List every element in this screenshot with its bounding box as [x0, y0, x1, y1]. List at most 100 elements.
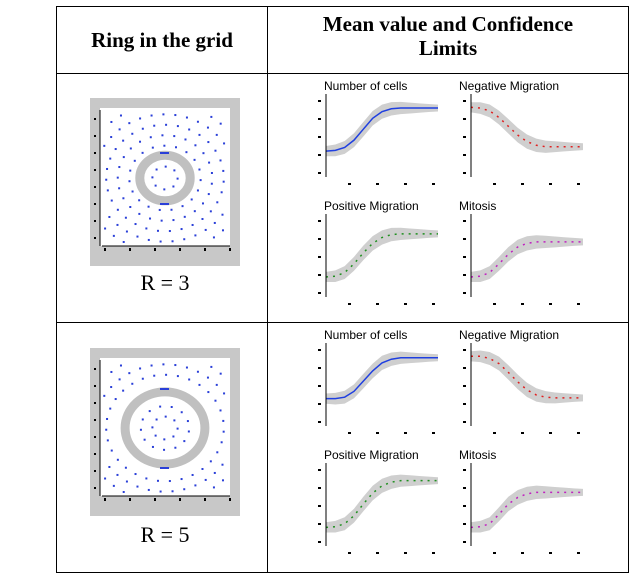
cell-dot [141, 418, 144, 421]
grid-y-tick [94, 169, 96, 171]
cell-dot [162, 113, 165, 116]
cell-dot [168, 480, 171, 483]
chart-negative-migration: Negative Migration [459, 328, 583, 434]
cell-dot [160, 219, 163, 222]
cell-dot [164, 415, 167, 418]
cell-dot [149, 217, 152, 220]
cell-dot [221, 463, 224, 466]
cell-dot [215, 383, 218, 386]
cell-dot [213, 471, 216, 474]
chart-y-tick [318, 349, 321, 351]
cell-dot [151, 445, 154, 448]
confidence-band [326, 101, 438, 157]
chart-x-tick [521, 432, 524, 434]
chart-y-tick [318, 469, 321, 471]
cell-dot [201, 202, 204, 205]
cell-dot [151, 146, 154, 149]
cell-dot [141, 151, 144, 154]
cell-dot [151, 426, 154, 429]
cell-dot [104, 477, 107, 480]
cell-dot [150, 364, 153, 367]
cell-dot [163, 188, 166, 191]
cell-dot [191, 473, 194, 476]
cell-dot [116, 458, 119, 461]
cell-dot [158, 208, 161, 211]
grid-y-tick [94, 152, 96, 154]
chart-x-tick [521, 183, 524, 185]
cell-dot [129, 206, 132, 209]
cell-dot [183, 238, 186, 241]
cell-dot [221, 213, 224, 216]
cell-dot [110, 136, 113, 139]
cell-dot [139, 428, 142, 431]
cell-dot [138, 212, 141, 215]
cell-dot [160, 203, 169, 205]
cell-dot [194, 144, 197, 147]
chart-y-tick [318, 292, 321, 294]
chart-x-tick [404, 183, 407, 185]
cell-dot [214, 399, 217, 402]
grid-x-tick [204, 498, 206, 501]
column-divider [267, 6, 268, 573]
cell-dot [174, 446, 177, 449]
chart-x-tick [432, 552, 435, 554]
table-border-bottom [56, 572, 629, 573]
chart-y-tick [318, 487, 321, 489]
cell-dot [138, 199, 141, 202]
cell-dot [172, 435, 175, 438]
cell-dot [163, 144, 166, 147]
mean-line [471, 355, 583, 399]
chart-y-tick [463, 541, 466, 543]
table-border-right [628, 6, 629, 573]
cell-dot [207, 391, 210, 394]
cell-dot [103, 144, 106, 147]
grid-y-tick [94, 470, 96, 472]
cell-dot [183, 215, 186, 218]
cell-dot [206, 376, 209, 379]
cell-dot [198, 168, 201, 171]
cell-dot [153, 124, 156, 127]
grid-x-tick [229, 498, 231, 501]
chart-y-tick [463, 403, 466, 405]
cell-dot [119, 114, 122, 117]
header-mean-value-line1: Mean value and Confidence [322, 12, 574, 36]
cell-dot [134, 473, 137, 476]
cell-dot [112, 484, 115, 487]
mean-line [470, 106, 583, 148]
cell-dot [171, 490, 174, 493]
cell-dot [139, 117, 142, 120]
chart-y-tick [463, 172, 466, 174]
cell-dot [165, 123, 168, 126]
cell-dot [155, 168, 158, 171]
chart-x-tick [549, 552, 552, 554]
confidence-band [471, 485, 583, 533]
cell-dot [160, 152, 169, 154]
cell-dot [124, 466, 127, 469]
grid-y-tick [94, 487, 96, 489]
chart-y-tick [463, 505, 466, 507]
chart-y-tick [463, 154, 466, 156]
cell-dot [201, 217, 204, 220]
grid-y-tick [94, 436, 96, 438]
chart-x-tick [348, 432, 351, 434]
row-divider [56, 322, 629, 323]
cell-dot [171, 240, 174, 243]
chart-number-of-cells: Number of cells [318, 328, 438, 434]
cell-dot [106, 417, 109, 420]
chart-y-tick [318, 385, 321, 387]
grid-y-tick [94, 237, 96, 239]
cell-dot [154, 184, 157, 187]
cell-dot [213, 221, 216, 224]
grid-x-tick [154, 498, 156, 501]
cell-dot [147, 488, 150, 491]
cell-dot [222, 419, 225, 422]
cell-dot [165, 373, 168, 376]
cell-dot [219, 122, 222, 125]
cell-dot [145, 477, 148, 480]
chart-x-tick [404, 552, 407, 554]
cell-dot [199, 179, 202, 182]
cell-dot [215, 133, 218, 136]
chart-y-tick [463, 367, 466, 369]
cell-dot [150, 114, 153, 117]
chart-y-tick [463, 292, 466, 294]
